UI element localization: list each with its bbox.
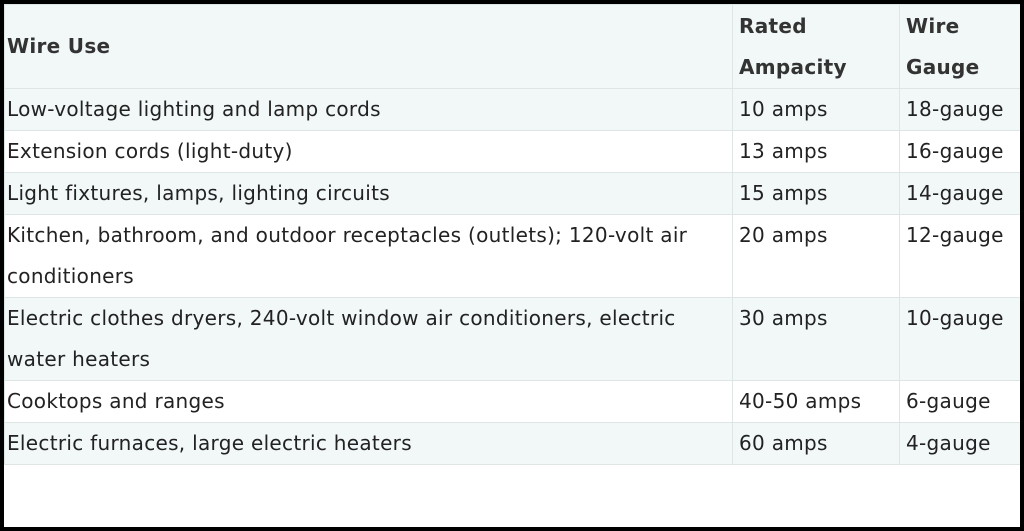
table-body: Low-voltage lighting and lamp cords 10 am… — [4, 88, 1020, 465]
table-row: Electric clothes dryers, 240-volt window… — [4, 297, 1020, 381]
wire-table: Wire Use Rated Ampacity Wire Gauge Low-vol… — [4, 4, 1020, 465]
table-cell: 40-50 amps — [732, 380, 900, 423]
table-row: Cooktops and ranges 40-50 amps 6-gauge — [4, 380, 1020, 423]
header-row: Wire Use Rated Ampacity Wire Gauge — [4, 4, 1020, 89]
table-cell: Low-voltage lighting and lamp cords — [4, 88, 733, 131]
table-cell: 13 amps — [732, 130, 900, 173]
table-row: Electric furnaces, large electric heater… — [4, 422, 1020, 465]
table-row: Light fixtures, lamps, lighting circuits… — [4, 172, 1020, 215]
table-cell: Light fixtures, lamps, lighting circuits — [4, 172, 733, 215]
table-cell: 6-gauge — [899, 380, 1020, 423]
table-row: Kitchen, bathroom, and outdoor receptacl… — [4, 214, 1020, 298]
table-cell: 18-gauge — [899, 88, 1020, 131]
header-cell: Rated Ampacity — [732, 4, 900, 89]
table-row: Low-voltage lighting and lamp cords 10 am… — [4, 88, 1020, 131]
table-cell: Electric clothes dryers, 240-volt window… — [4, 297, 733, 381]
table-cell: 30 amps — [732, 297, 900, 381]
table-row: Extension cords (light-duty) 13 amps 16-ga… — [4, 130, 1020, 173]
table-cell: 15 amps — [732, 172, 900, 215]
table-cell: Kitchen, bathroom, and outdoor receptacl… — [4, 214, 733, 298]
table-cell: 10-gauge — [899, 297, 1020, 381]
table-cell: 4-gauge — [899, 422, 1020, 465]
table-cell: Cooktops and ranges — [4, 380, 733, 423]
table-cell: 16-gauge — [899, 130, 1020, 173]
table-cell: 20 amps — [732, 214, 900, 298]
table-cell: Extension cords (light-duty) — [4, 130, 733, 173]
table-cell: 12-gauge — [899, 214, 1020, 298]
header-cell: Wire Gauge — [899, 4, 1020, 89]
header-cell: Wire Use — [4, 4, 733, 89]
table-cell: 60 amps — [732, 422, 900, 465]
table-cell: 14-gauge — [899, 172, 1020, 215]
table-cell: 10 amps — [732, 88, 900, 131]
table-frame: Wire Use Rated Ampacity Wire Gauge Low-vol… — [4, 4, 1020, 527]
table-cell: Electric furnaces, large electric heater… — [4, 422, 733, 465]
